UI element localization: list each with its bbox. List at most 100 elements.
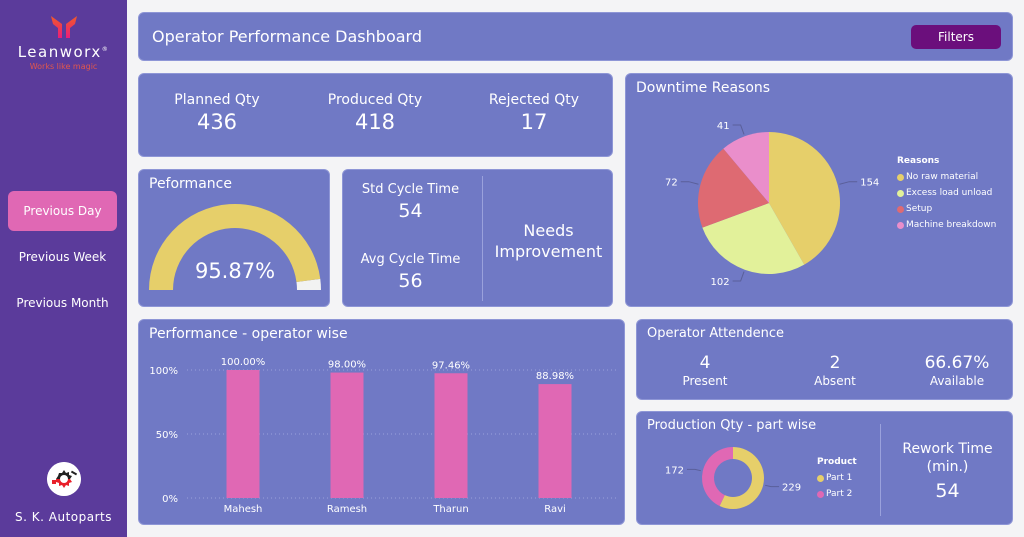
data-label: 154	[860, 178, 879, 189]
y-tick-label: 100%	[149, 366, 178, 377]
rework-label-2: (min.)	[926, 459, 969, 475]
brand-tagline: Works like magic	[29, 62, 98, 71]
downtime-legend: Reasons No raw material Excess load unloa…	[897, 156, 996, 230]
pie-slice-setup[interactable]	[698, 148, 769, 228]
bar-tharun[interactable]	[434, 373, 468, 498]
kpi-planned-label: Planned Qty	[174, 92, 260, 108]
legend-dot-icon	[897, 189, 904, 197]
bar-value-label: 100.00%	[221, 357, 266, 368]
leader-line	[686, 468, 701, 472]
rework-time: Rework Time (min.) 54	[881, 440, 1014, 502]
legend-dot-icon	[897, 173, 904, 181]
butterfly-logo-icon	[50, 16, 77, 38]
operator-bar-chart: 0% 50% 100% 100.00% Mahesh 98.00% Ramesh 97.46%…	[149, 357, 619, 515]
divider	[880, 424, 881, 516]
kpi-rejected-value: 17	[520, 110, 548, 134]
pie-slice-part-1[interactable]	[719, 447, 764, 509]
available-label: Available	[929, 374, 985, 388]
performance-gauge	[149, 204, 321, 290]
legend-dot-icon	[897, 205, 904, 213]
bar-value-label: 88.98%	[536, 371, 574, 382]
leader-line	[765, 484, 780, 488]
std-cycle-label: Std Cycle Time	[361, 182, 460, 197]
legend-item[interactable]: No raw material	[897, 172, 996, 182]
production-donut-chart: 229 172	[665, 447, 801, 509]
attendance-title: Operator Attendence	[647, 326, 785, 341]
bar-mahesh[interactable]	[226, 370, 260, 498]
bar-ramesh[interactable]	[330, 372, 364, 498]
legend-item[interactable]: Setup	[897, 204, 996, 214]
header-bar: Operator Performance Dashboard Filters	[138, 12, 1013, 61]
present-value: 4	[699, 353, 711, 373]
legend-label: Machine breakdown	[906, 220, 997, 230]
pie-slice-no-raw-material[interactable]	[769, 132, 840, 265]
data-label: 72	[665, 178, 678, 189]
leader-line	[680, 181, 699, 185]
pie-slice-machine-breakdown[interactable]	[723, 132, 769, 203]
x-tick-label: Mahesh	[224, 504, 263, 515]
downtime-pie-chart: 154 102 72 41	[665, 121, 879, 288]
kpi-produced: Produced Qty 418	[300, 92, 450, 134]
gauge-track	[296, 278, 321, 290]
avg-cycle-value: 56	[398, 270, 423, 292]
operator-chart-title: Performance - operator wise	[149, 326, 348, 342]
legend-item[interactable]: Excess load unload	[897, 188, 996, 198]
data-label: 102	[711, 277, 730, 288]
pie-slice-part-2[interactable]	[702, 447, 733, 506]
bar-value-label: 98.00%	[328, 360, 366, 371]
product-legend: Product Part 1 Part 2	[817, 457, 857, 499]
y-tick-label: 50%	[156, 430, 178, 441]
pie-slice-excess-load-unload[interactable]	[702, 203, 805, 274]
nav-previous-week[interactable]: Previous Week	[18, 250, 107, 264]
quantity-kpi-card: Planned Qty 436 Produced Qty 418 Rejecte…	[138, 73, 613, 157]
performance-gauge-card: Peformance 95.87%	[138, 169, 330, 307]
downtime-reasons-card: Downtime Reasons 154 102 72 41 Reasons No r…	[625, 73, 1013, 307]
kpi-planned: Planned Qty 436	[142, 92, 292, 134]
gear-wrench-icon	[46, 462, 81, 496]
attendance-card: Operator Attendence 4 Present 2 Absent 6…	[636, 319, 1013, 400]
status-line-1: Needs	[523, 221, 574, 240]
nav-previous-day[interactable]: Previous Day	[8, 191, 117, 231]
attendance-absent: 2 Absent	[775, 353, 895, 388]
legend-label: Part 1	[826, 473, 853, 483]
rework-value: 54	[935, 480, 960, 502]
legend-item[interactable]: Part 2	[817, 489, 857, 499]
avg-cycle-time: Avg Cycle Time 56	[343, 252, 478, 292]
performance-status: Needs Improvement	[483, 220, 614, 262]
bar-ravi[interactable]	[538, 384, 572, 498]
y-tick-label: 0%	[162, 494, 178, 505]
x-tick-label: Ravi	[544, 504, 566, 515]
leader-line	[732, 124, 745, 135]
x-tick-label: Tharun	[432, 504, 468, 515]
downtime-title: Downtime Reasons	[636, 80, 771, 96]
brand-name: Leanworx®	[17, 43, 110, 61]
std-cycle-value: 54	[398, 200, 423, 222]
legend-dot-icon	[817, 490, 824, 498]
filters-button[interactable]: Filters	[911, 25, 1001, 49]
company-name: S. K. Autoparts	[15, 510, 112, 524]
cycle-time-card: Std Cycle Time 54 Avg Cycle Time 56 Need…	[342, 169, 613, 307]
nav-previous-month[interactable]: Previous Month	[16, 296, 109, 310]
legend-label: Setup	[906, 204, 933, 214]
leader-line	[839, 181, 858, 185]
kpi-planned-value: 436	[196, 110, 238, 134]
performance-value: 95.87%	[194, 259, 276, 283]
status-line-2: Improvement	[494, 242, 603, 261]
production-part-title: Production Qty - part wise	[647, 418, 817, 433]
product-legend-title: Product	[817, 457, 857, 467]
legend-title: Reasons	[897, 156, 940, 166]
company-block: S. K. Autoparts	[0, 462, 127, 524]
kpi-produced-label: Produced Qty	[327, 92, 423, 108]
present-label: Present	[682, 374, 728, 388]
kpi-rejected-label: Rejected Qty	[488, 92, 580, 108]
kpi-produced-value: 418	[354, 110, 396, 134]
performance-title: Peformance	[149, 176, 232, 192]
data-label: 41	[717, 121, 730, 132]
attendance-present: 4 Present	[645, 353, 765, 388]
divider	[482, 176, 483, 301]
legend-label: Excess load unload	[906, 188, 993, 198]
legend-item[interactable]: Machine breakdown	[897, 220, 996, 230]
legend-item[interactable]: Part 1	[817, 473, 857, 483]
absent-value: 2	[829, 353, 841, 373]
brand-logo: Leanworx® Works like magic	[0, 14, 127, 71]
